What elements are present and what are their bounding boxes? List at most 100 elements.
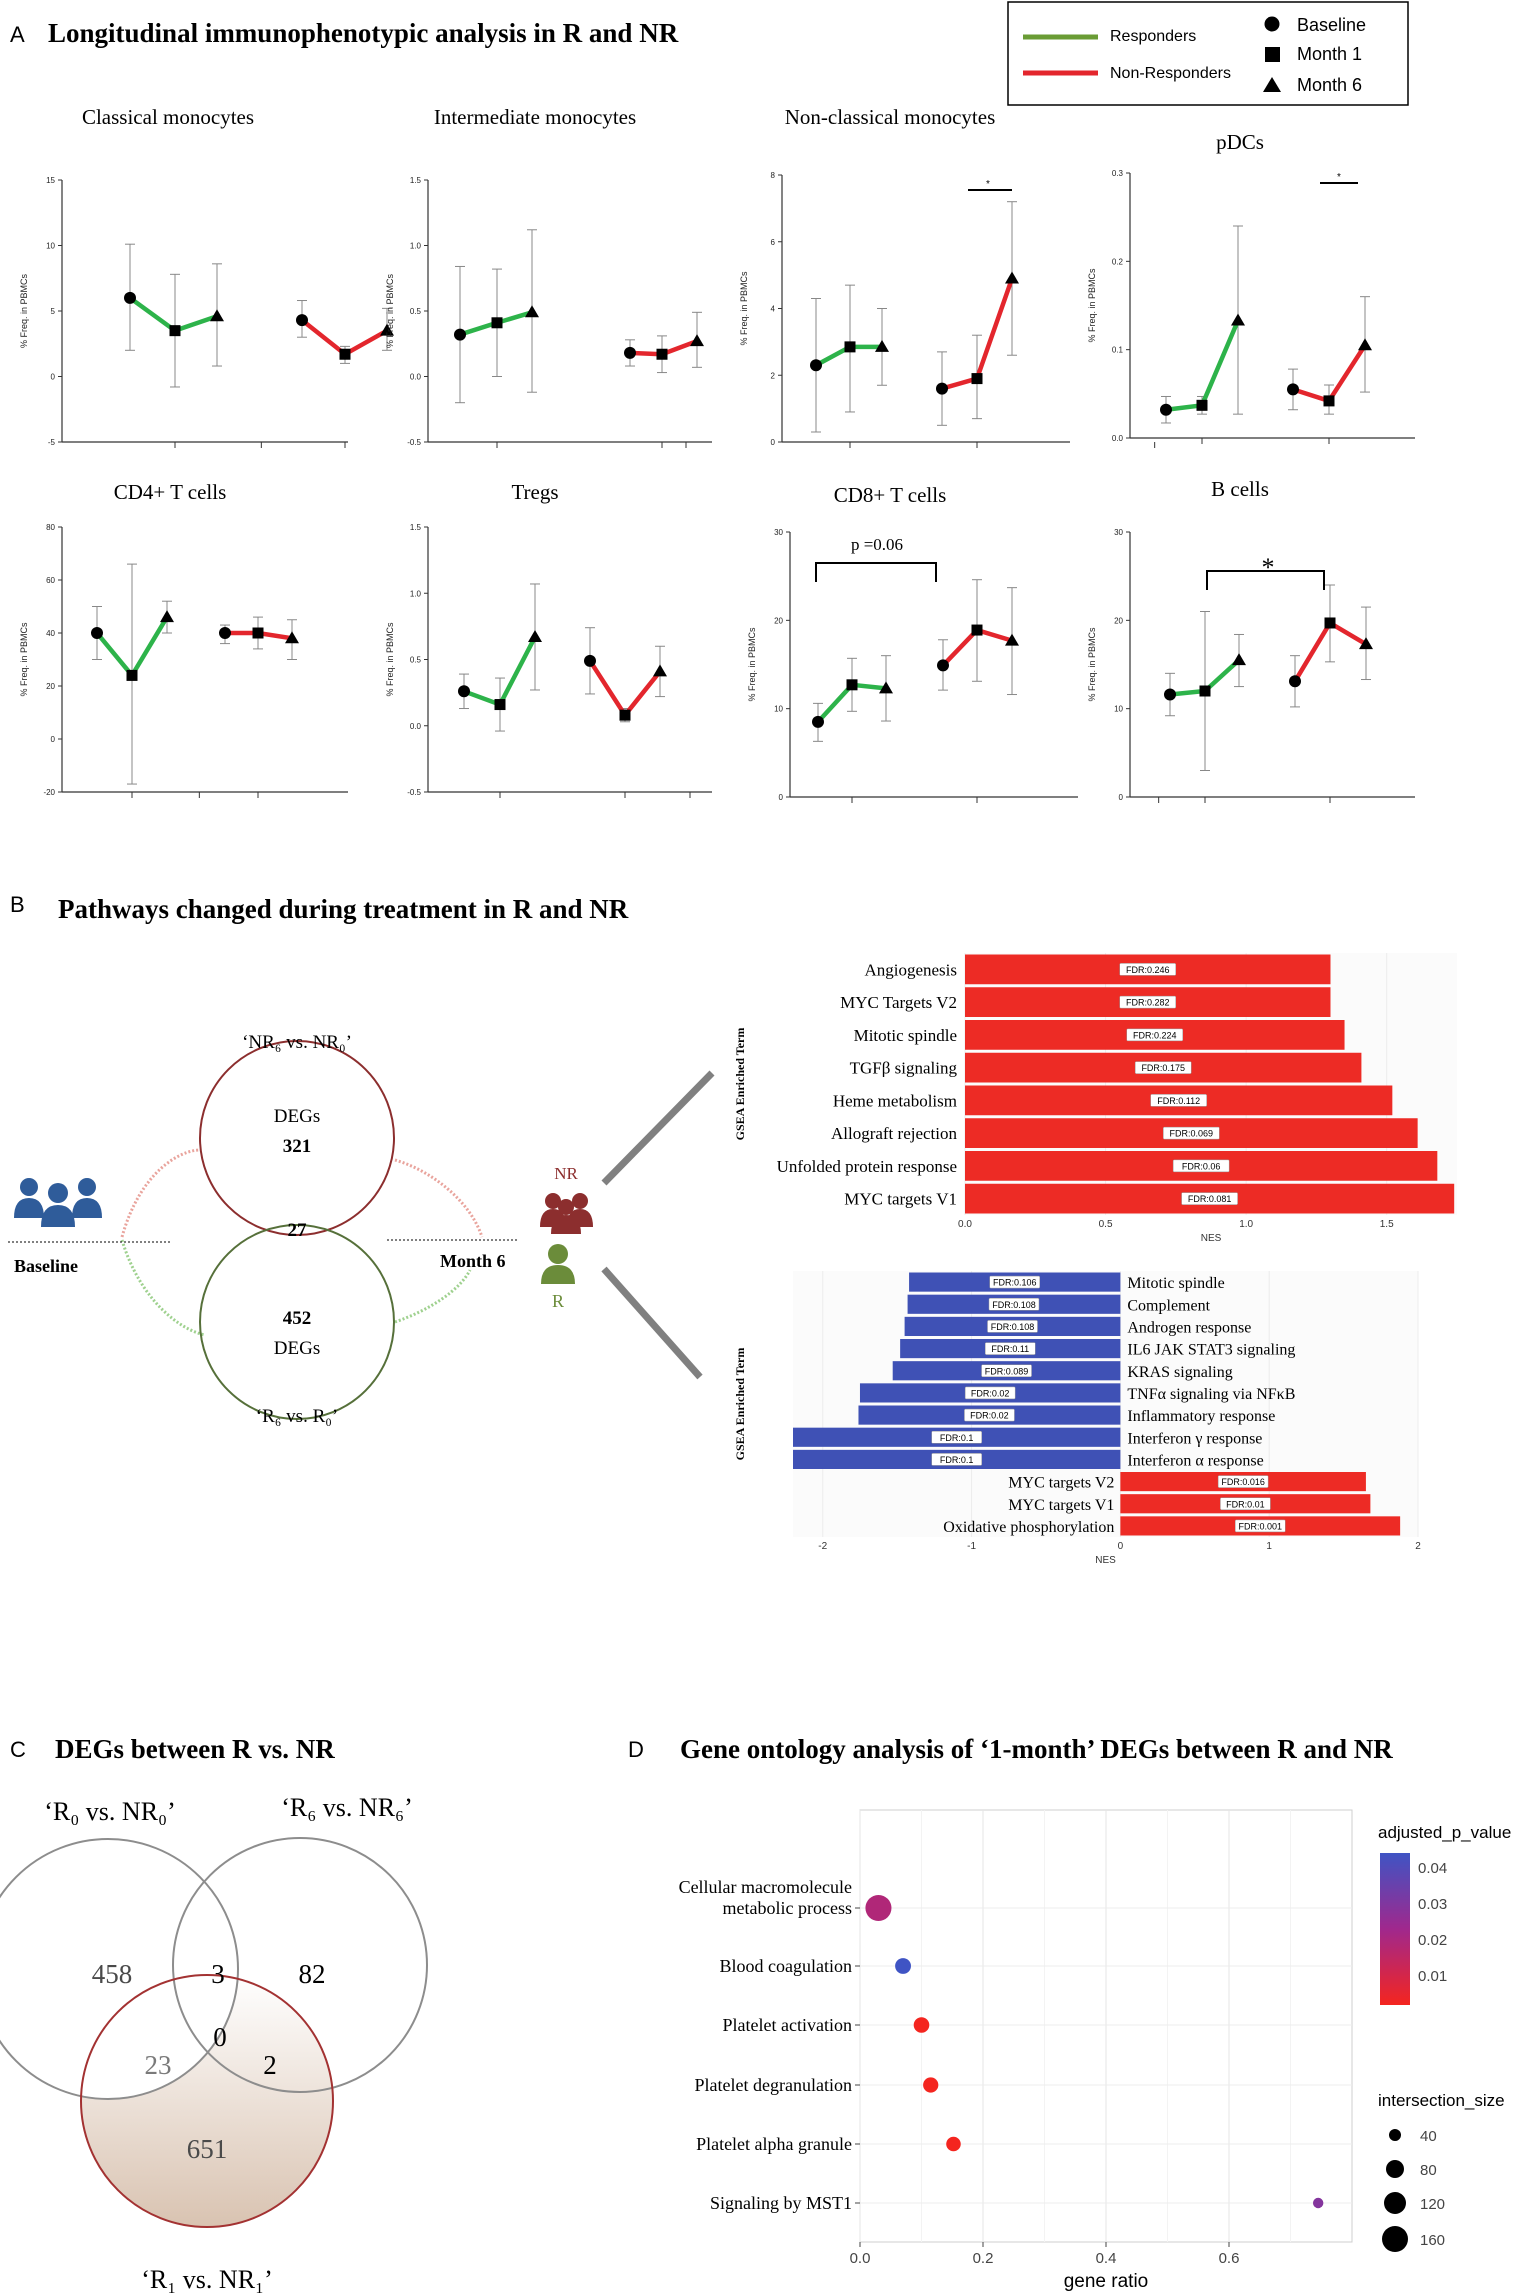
y-tick-label: 1.0 bbox=[410, 242, 422, 251]
chart-title-cd8: CD8+ T cells bbox=[834, 483, 947, 507]
term-label: Mitotic spindle bbox=[854, 1026, 957, 1045]
x-tick-label: 0.4 bbox=[1096, 2250, 1117, 2267]
y-tick-label: 0 bbox=[51, 735, 56, 744]
R-baseline-point bbox=[1160, 403, 1172, 416]
R-month6-point bbox=[1232, 653, 1246, 666]
term-label: Unfolded protein response bbox=[777, 1157, 957, 1176]
NR-month6-point bbox=[285, 631, 299, 644]
panel-d-title: Gene ontology analysis of ‘1-month’ DEGs… bbox=[680, 1734, 1393, 1764]
legend-non-responders-label: Non-Responders bbox=[1110, 65, 1231, 82]
fdr-label-box bbox=[1181, 1192, 1238, 1205]
fdr-label: FDR:0.01 bbox=[1226, 1499, 1265, 1509]
fdr-label-box bbox=[985, 1342, 1036, 1355]
legend-responders-label: Responders bbox=[1110, 28, 1196, 45]
fdr-label: FDR:0.001 bbox=[1238, 1521, 1282, 1531]
R-baseline-point bbox=[810, 359, 822, 372]
fdr-label: FDR:0.081 bbox=[1188, 1194, 1232, 1204]
NR-series-line bbox=[941, 277, 1015, 391]
y-tick-label: 1.5 bbox=[410, 523, 422, 532]
go-dot bbox=[923, 2077, 939, 2093]
go-dot bbox=[913, 2017, 930, 2033]
R-baseline-point bbox=[458, 685, 470, 698]
R-month6-point bbox=[879, 681, 893, 694]
NR-month6-point bbox=[1358, 338, 1372, 351]
go-dot bbox=[946, 2136, 961, 2152]
venn-c-r0-circle bbox=[0, 1838, 239, 2100]
connector-nr-gsea bbox=[601, 1070, 715, 1186]
fdr-label-box bbox=[988, 1298, 1040, 1311]
R-month6-point bbox=[525, 305, 539, 318]
legend-size-80 bbox=[1386, 2160, 1404, 2178]
y-tick-label: 8 bbox=[771, 171, 776, 180]
R-month1-point bbox=[1196, 399, 1208, 411]
sig-bracket-bcells bbox=[1206, 570, 1325, 590]
panel-c-title: DEGs between R vs. NR bbox=[55, 1734, 335, 1764]
venn-b-r-tag: R bbox=[552, 1291, 564, 1311]
R-month6-point bbox=[1231, 313, 1245, 326]
term-label: MYC Targets V2 bbox=[840, 993, 957, 1012]
venn-c: ‘R₀ vs. NR₀’ ‘R₆ vs. NR₆’ ‘R₁ vs. NR₁’ 4… bbox=[0, 1793, 428, 2294]
x-tick-label: 1.0 bbox=[1239, 1219, 1253, 1230]
y-axis-label: % Freq. in PBMCs bbox=[739, 271, 749, 346]
legend-size-tick-40: 40 bbox=[1420, 2128, 1437, 2145]
line-chart-6: -0.5 0.0 0.5 1.0 1.5 % Freq. in PBMCs bbox=[385, 523, 712, 798]
fdr-label: FDR:0.069 bbox=[1170, 1129, 1214, 1139]
venn-c-ac: 23 bbox=[145, 2050, 172, 2080]
fdr-label-box bbox=[987, 1320, 1038, 1333]
R-month1-point bbox=[169, 325, 181, 337]
x-axis-label: gene ratio bbox=[1064, 2271, 1149, 2292]
sig-star-bcells: * bbox=[1262, 553, 1275, 582]
y-tick-label: 80 bbox=[46, 523, 55, 532]
venn-c-b-label: ‘R₆ vs. NR₆’ bbox=[281, 1793, 413, 1822]
legend-size-tick-80: 80 bbox=[1420, 2162, 1437, 2179]
x-tick-label: 0 bbox=[1118, 1541, 1124, 1552]
y-tick-label: 0.0 bbox=[410, 373, 422, 382]
term-label: MYC targets V2 bbox=[1008, 1475, 1114, 1492]
y-tick-label: -0.5 bbox=[407, 788, 421, 797]
y-tick-label: 0 bbox=[771, 438, 776, 447]
go-term-label: Signaling by MST1 bbox=[710, 2193, 852, 2213]
y-axis-label: % Freq. in PBMCs bbox=[19, 273, 29, 348]
y-tick-label: 5 bbox=[51, 307, 56, 316]
fdr-label: FDR:0.11 bbox=[991, 1344, 1029, 1354]
chart-title-pdcs: pDCs bbox=[1216, 130, 1264, 154]
R-month1-point bbox=[844, 341, 856, 353]
chart-title-tregs: Tregs bbox=[511, 480, 558, 504]
NR-series-line bbox=[588, 659, 662, 719]
term-label: TGFβ signaling bbox=[850, 1059, 958, 1078]
sig-bracket-cd8 bbox=[815, 562, 937, 582]
y-tick-label: 0.5 bbox=[410, 307, 422, 316]
panel-d-label: D bbox=[628, 1737, 644, 1762]
gsea-r-chart: -2 -1 0 1 2 NES FDR:0.106 Mitotic spindle FDR:0.… bbox=[733, 1271, 1421, 1566]
go-dot bbox=[865, 1894, 892, 1922]
line-chart-5: -20 0 20 40 60 80 % Freq. in PBMCs bbox=[19, 523, 348, 798]
y-tick-label: -20 bbox=[43, 788, 55, 797]
fdr-label-box bbox=[931, 1431, 982, 1444]
y-tick-label: 0.0 bbox=[1112, 434, 1124, 443]
term-label: Oxidative phosphorylation bbox=[943, 1519, 1114, 1536]
R-baseline-point bbox=[1164, 688, 1176, 701]
venn-b-r-label: ‘R₆ vs. R₀’ bbox=[256, 1406, 338, 1427]
legend-p-tick-001: 0.01 bbox=[1418, 1968, 1447, 1985]
NR-baseline-point bbox=[1289, 675, 1301, 688]
y-tick-label: 1.5 bbox=[410, 176, 422, 185]
panel-b-label: B bbox=[10, 892, 25, 917]
y-axis-label: % Freq. in PBMCs bbox=[19, 622, 29, 697]
fdr-label-box bbox=[1235, 1519, 1286, 1533]
panel-a-title: Longitudinal immunophenotypic analysis i… bbox=[48, 18, 679, 48]
x-tick-label: 1 bbox=[1266, 1541, 1272, 1552]
y-tick-label: 0 bbox=[1119, 793, 1124, 802]
R-month6-point bbox=[528, 629, 542, 642]
NR-baseline-point bbox=[1287, 383, 1299, 396]
R-month1-point bbox=[126, 669, 138, 681]
fdr-label-box bbox=[931, 1453, 982, 1466]
term-label: Mitotic spindle bbox=[1127, 1275, 1224, 1292]
panel-c-label: C bbox=[10, 1737, 26, 1762]
NR-month1-point bbox=[971, 624, 983, 636]
term-label: TNFα signaling via NFκB bbox=[1127, 1386, 1295, 1403]
legend-baseline-circle-icon bbox=[1264, 16, 1280, 32]
x-tick-label: 0.0 bbox=[958, 1219, 972, 1230]
line-chart-8: 0 10 20 30 % Freq. in PBMCs bbox=[1087, 528, 1415, 803]
NR-baseline-point bbox=[936, 382, 948, 395]
y-tick-label: 1.0 bbox=[410, 589, 422, 598]
